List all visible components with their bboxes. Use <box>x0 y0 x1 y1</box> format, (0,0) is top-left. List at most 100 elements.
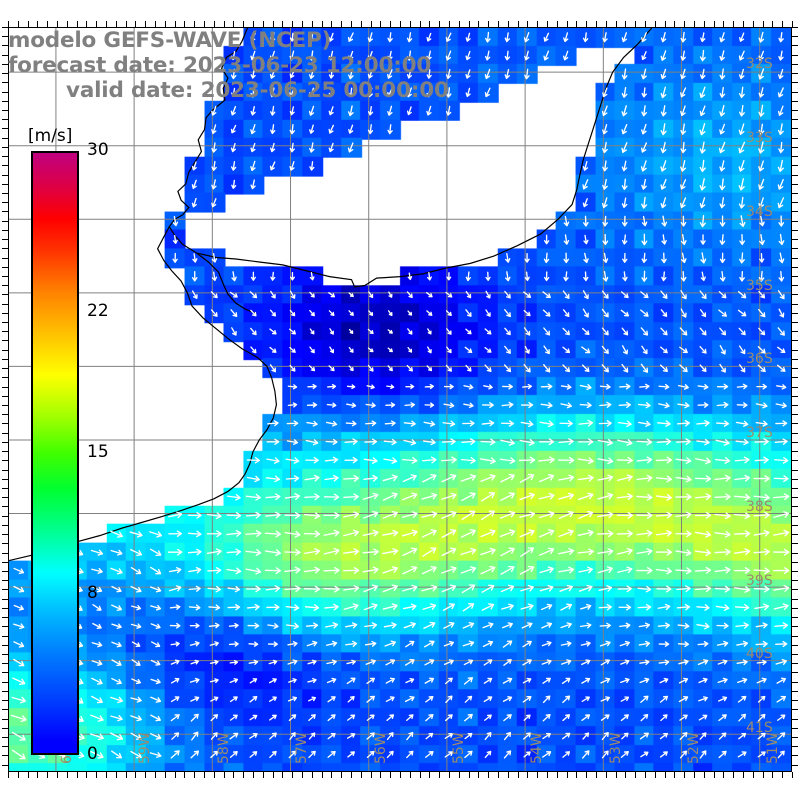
tick-left <box>2 211 8 212</box>
tick-left <box>2 387 8 388</box>
tick-left <box>2 728 8 729</box>
tick-top <box>459 21 460 27</box>
tick-right <box>792 645 798 646</box>
tick-right <box>792 350 798 351</box>
tick-bottom <box>282 772 283 778</box>
colorbar-tick-8: 8 <box>87 582 98 603</box>
tick-top <box>498 21 499 27</box>
tick-right <box>792 340 798 341</box>
tick-bottom <box>233 772 234 778</box>
tick-right <box>792 368 798 369</box>
tick-bottom <box>371 772 372 778</box>
tick-right <box>792 700 798 701</box>
tick-bottom <box>67 772 68 778</box>
tick-right <box>792 110 798 111</box>
tick-right <box>792 433 798 434</box>
tick-top <box>165 21 166 27</box>
tick-right <box>792 682 798 683</box>
tick-top <box>77 21 78 27</box>
tick-left <box>2 175 8 176</box>
tick-bottom <box>106 772 107 778</box>
tick-bottom <box>674 772 675 778</box>
tick-right <box>792 543 798 544</box>
tick-top <box>331 21 332 27</box>
tick-bottom <box>420 772 421 778</box>
tick-top <box>655 21 656 27</box>
tick-left <box>2 340 8 341</box>
tick-bottom <box>469 772 470 778</box>
tick-left <box>2 202 8 203</box>
tick-bottom <box>684 772 685 778</box>
colorbar-tick-15: 15 <box>87 442 109 462</box>
tick-left <box>2 276 8 277</box>
tick-top <box>782 21 783 27</box>
tick-left <box>2 230 8 231</box>
tick-bottom <box>714 772 715 778</box>
tick-left <box>2 682 8 683</box>
tick-right <box>792 304 798 305</box>
tick-top <box>253 21 254 27</box>
tick-right <box>792 156 798 157</box>
tick-bottom <box>763 772 764 778</box>
tick-right <box>792 55 798 56</box>
tick-left <box>2 313 8 314</box>
tick-left <box>2 36 8 37</box>
tick-bottom <box>243 772 244 778</box>
tick-bottom <box>273 772 274 778</box>
colorbar-unit-label: [m/s] <box>28 126 73 146</box>
tick-top <box>106 21 107 27</box>
tick-top <box>135 21 136 27</box>
tick-right <box>792 128 798 129</box>
tick-left <box>2 165 8 166</box>
tick-left <box>2 571 8 572</box>
colorbar-tick-22: 22 <box>87 301 109 322</box>
tick-top <box>518 21 519 27</box>
tick-left <box>2 82 8 83</box>
tick-left <box>2 460 8 461</box>
tick-left <box>2 746 8 747</box>
tick-right <box>792 737 798 738</box>
tick-bottom <box>341 772 342 778</box>
tick-left <box>2 396 8 397</box>
tick-top <box>478 21 479 27</box>
tick-left <box>2 221 8 222</box>
tick-top <box>410 21 411 27</box>
tick-left <box>2 110 8 111</box>
tick-right <box>792 248 798 249</box>
tick-right <box>792 267 798 268</box>
tick-right <box>792 294 798 295</box>
tick-top <box>665 21 666 27</box>
tick-left <box>2 553 8 554</box>
tick-top <box>233 21 234 27</box>
tick-bottom <box>743 772 744 778</box>
tick-top <box>616 21 617 27</box>
tick-right <box>792 230 798 231</box>
tick-right <box>792 663 798 664</box>
tick-left <box>2 285 8 286</box>
tick-left <box>2 405 8 406</box>
tick-left <box>2 294 8 295</box>
tick-top <box>351 21 352 27</box>
tick-right <box>792 101 798 102</box>
tick-left <box>2 128 8 129</box>
tick-left <box>2 331 8 332</box>
tick-bottom <box>792 772 793 778</box>
tick-bottom <box>400 772 401 778</box>
tick-right <box>792 165 798 166</box>
tick-bottom <box>263 772 264 778</box>
tick-right <box>792 691 798 692</box>
tick-bottom <box>429 772 430 778</box>
tick-top <box>645 21 646 27</box>
tick-right <box>792 562 798 563</box>
tick-bottom <box>704 772 705 778</box>
tick-bottom <box>390 772 391 778</box>
tick-top <box>537 21 538 27</box>
tick-right <box>792 755 798 756</box>
tick-top <box>625 21 626 27</box>
tick-bottom <box>126 772 127 778</box>
tick-top <box>449 21 450 27</box>
tick-left <box>2 92 8 93</box>
tick-bottom <box>410 772 411 778</box>
tick-left <box>2 156 8 157</box>
tick-right <box>792 497 798 498</box>
